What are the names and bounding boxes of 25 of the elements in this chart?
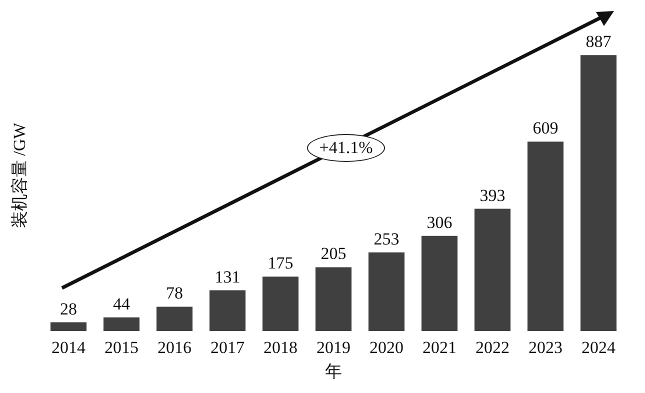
data-label: 28 — [60, 299, 77, 318]
data-label: 887 — [586, 32, 612, 52]
x-tick-label: 2019 — [316, 338, 350, 357]
data-label: 393 — [480, 186, 506, 205]
x-axis-title: 年 — [325, 362, 342, 381]
x-tick-label: 2016 — [158, 338, 192, 357]
x-tick-label: 2020 — [370, 338, 404, 357]
data-label: 609 — [532, 118, 558, 138]
x-tick-label: 2023 — [528, 338, 562, 357]
x-tick-label: 2022 — [476, 338, 510, 357]
annotation: +41.1% — [307, 134, 385, 162]
data-label: 205 — [320, 244, 346, 264]
x-tick-label: 2021 — [422, 338, 456, 357]
y-axis-title: 装机容量 /GW — [10, 122, 29, 228]
x-tick-label: 2015 — [104, 338, 138, 357]
data-label: 175 — [268, 254, 294, 273]
data-label: 78 — [166, 284, 183, 303]
x-tick-label: 2014 — [52, 338, 86, 357]
x-tick-label: 2024 — [582, 338, 616, 357]
data-label: 306 — [426, 212, 452, 232]
data-label: 44 — [113, 294, 130, 314]
data-label: 131 — [214, 267, 240, 286]
x-tick-label: 2018 — [264, 338, 298, 357]
data-label: 253 — [374, 229, 400, 248]
x-tick-label: 2017 — [210, 338, 245, 357]
